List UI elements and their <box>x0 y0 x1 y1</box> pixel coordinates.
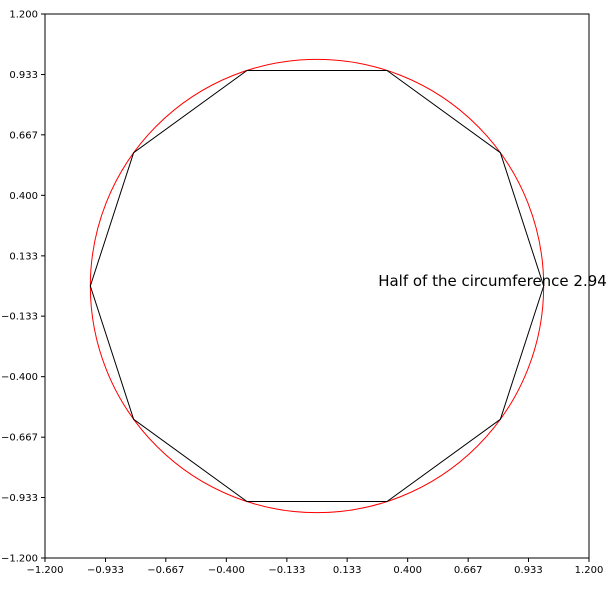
x-tick-label: 0.933 <box>514 565 543 576</box>
y-tick-label: 0.933 <box>9 70 38 81</box>
polygon-series <box>89 69 545 503</box>
x-tick-label: −0.400 <box>208 565 245 576</box>
y-tick-label: −0.133 <box>1 312 38 323</box>
axis-ticks: −1.200 −0.933 −0.667 −0.400 −0.133 0.133 0.400… <box>1 10 603 577</box>
x-tick-label: −0.667 <box>147 565 184 576</box>
y-tick-label: −0.667 <box>1 433 38 444</box>
x-tick-label: 0.667 <box>454 565 483 576</box>
x-tick-label: −0.133 <box>268 565 305 576</box>
x-tick-label: −0.933 <box>87 565 124 576</box>
y-tick-label: 0.667 <box>9 130 38 141</box>
y-tick-label: −0.400 <box>1 372 38 383</box>
x-tick-label: 0.133 <box>333 565 362 576</box>
x-tick-label: −1.200 <box>26 565 63 576</box>
circumference-annotation: Half of the circumference 2.94 <box>378 272 607 290</box>
y-tick-label: 0.400 <box>9 191 38 202</box>
y-tick-label: −0.933 <box>1 493 38 504</box>
x-tick-label: 1.200 <box>575 565 604 576</box>
axes-frame <box>44 13 590 559</box>
y-tick-label: −1.200 <box>1 554 38 565</box>
plot-area <box>89 58 545 514</box>
annotations: Half of the circumference 2.94 <box>378 272 607 290</box>
y-tick-label: 0.133 <box>9 251 38 262</box>
y-tick-label: 1.200 <box>9 10 38 21</box>
x-tick-label: 0.400 <box>393 565 422 576</box>
